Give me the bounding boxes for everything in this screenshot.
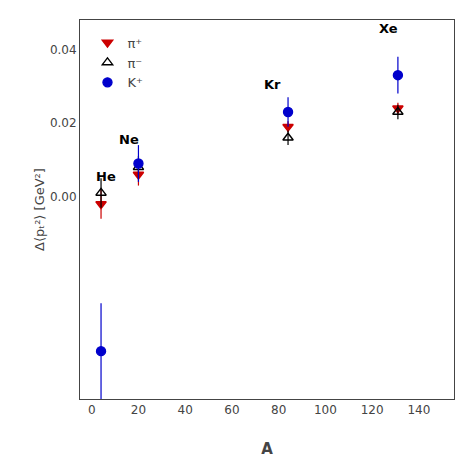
svg-text:0.04: 0.04 bbox=[50, 43, 77, 57]
svg-text:20: 20 bbox=[131, 403, 146, 417]
svg-text:60: 60 bbox=[224, 403, 239, 417]
svg-text:A: A bbox=[261, 440, 273, 458]
svg-text:π⁺: π⁺ bbox=[127, 36, 142, 51]
svg-text:0.02: 0.02 bbox=[50, 116, 77, 130]
svg-text:0: 0 bbox=[88, 403, 96, 417]
svg-text:120: 120 bbox=[361, 403, 384, 417]
svg-text:π⁻: π⁻ bbox=[127, 56, 142, 71]
svg-text:100: 100 bbox=[314, 403, 337, 417]
svg-text:0.00: 0.00 bbox=[50, 190, 77, 204]
svg-text:40: 40 bbox=[178, 403, 193, 417]
svg-text:Kr: Kr bbox=[264, 77, 281, 92]
svg-text:He: He bbox=[96, 169, 116, 184]
svg-text:80: 80 bbox=[271, 403, 286, 417]
svg-text:Ne: Ne bbox=[119, 132, 139, 147]
svg-text:140: 140 bbox=[407, 403, 430, 417]
svg-text:Δ⟨pₜ²⟩ [GeV²]: Δ⟨pₜ²⟩ [GeV²] bbox=[32, 168, 47, 251]
svg-text:Xe: Xe bbox=[379, 21, 398, 36]
svg-text:K⁺: K⁺ bbox=[127, 75, 142, 90]
